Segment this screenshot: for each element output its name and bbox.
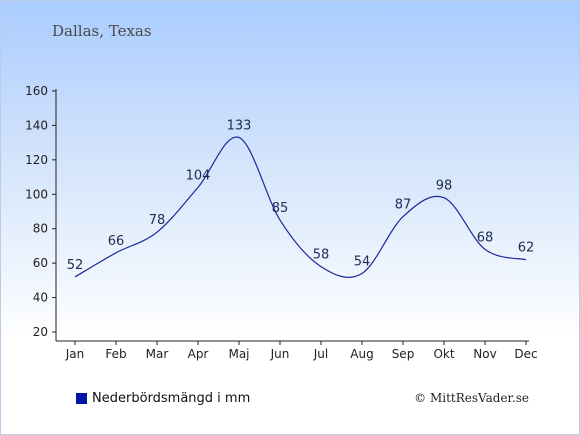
data-label: 54	[354, 254, 371, 269]
y-tick-label: 160	[25, 84, 48, 98]
data-label: 52	[67, 258, 84, 273]
y-tick-label: 60	[33, 256, 48, 270]
x-tick-label: Aug	[350, 347, 373, 361]
legend-label: Nederbördsmängd i mm	[92, 391, 251, 406]
x-tick-label: Okt	[433, 347, 454, 361]
legend-swatch	[76, 393, 87, 404]
x-tick-label: Dec	[514, 347, 537, 361]
data-label: 104	[186, 168, 211, 183]
x-tick-label: Nov	[473, 347, 496, 361]
data-label: 62	[518, 241, 535, 256]
copyright-text: © MittResVader.se	[414, 391, 529, 405]
x-axis-ticks: Jan Feb Mar Apr Maj Jun Jul Aug Sep Okt Nov Dec	[65, 341, 538, 361]
data-labels: 52 66 78 104 133 85 58 54 87 98 68 62	[67, 118, 535, 272]
data-label: 58	[313, 248, 330, 263]
x-tick-label: Jul	[313, 347, 328, 361]
y-axis-ticks: 20 40 60 80 100 120 140 160	[25, 84, 56, 339]
data-label: 85	[272, 201, 289, 216]
y-tick-label: 80	[33, 222, 48, 236]
data-label: 133	[227, 118, 252, 133]
y-tick-label: 140	[25, 118, 48, 132]
data-label: 68	[477, 230, 494, 245]
series-line	[74, 136, 527, 278]
x-tick-label: Jun	[270, 347, 290, 361]
location-title: Dallas, Texas	[52, 22, 152, 40]
x-tick-label: Jan	[65, 347, 85, 361]
y-tick-label: 20	[33, 325, 48, 339]
x-tick-label: Maj	[228, 347, 249, 361]
x-tick-label: Sep	[392, 347, 415, 361]
y-tick-label: 120	[25, 153, 48, 167]
legend: Nederbördsmängd i mm	[76, 391, 250, 406]
data-label: 98	[436, 179, 453, 194]
y-tick-label: 100	[25, 187, 48, 201]
x-tick-label: Apr	[188, 347, 209, 361]
data-label: 87	[395, 198, 412, 213]
x-tick-label: Feb	[105, 347, 126, 361]
data-label: 78	[149, 213, 166, 228]
data-label: 66	[108, 234, 125, 249]
x-tick-label: Mar	[146, 347, 169, 361]
y-tick-label: 40	[33, 291, 48, 305]
